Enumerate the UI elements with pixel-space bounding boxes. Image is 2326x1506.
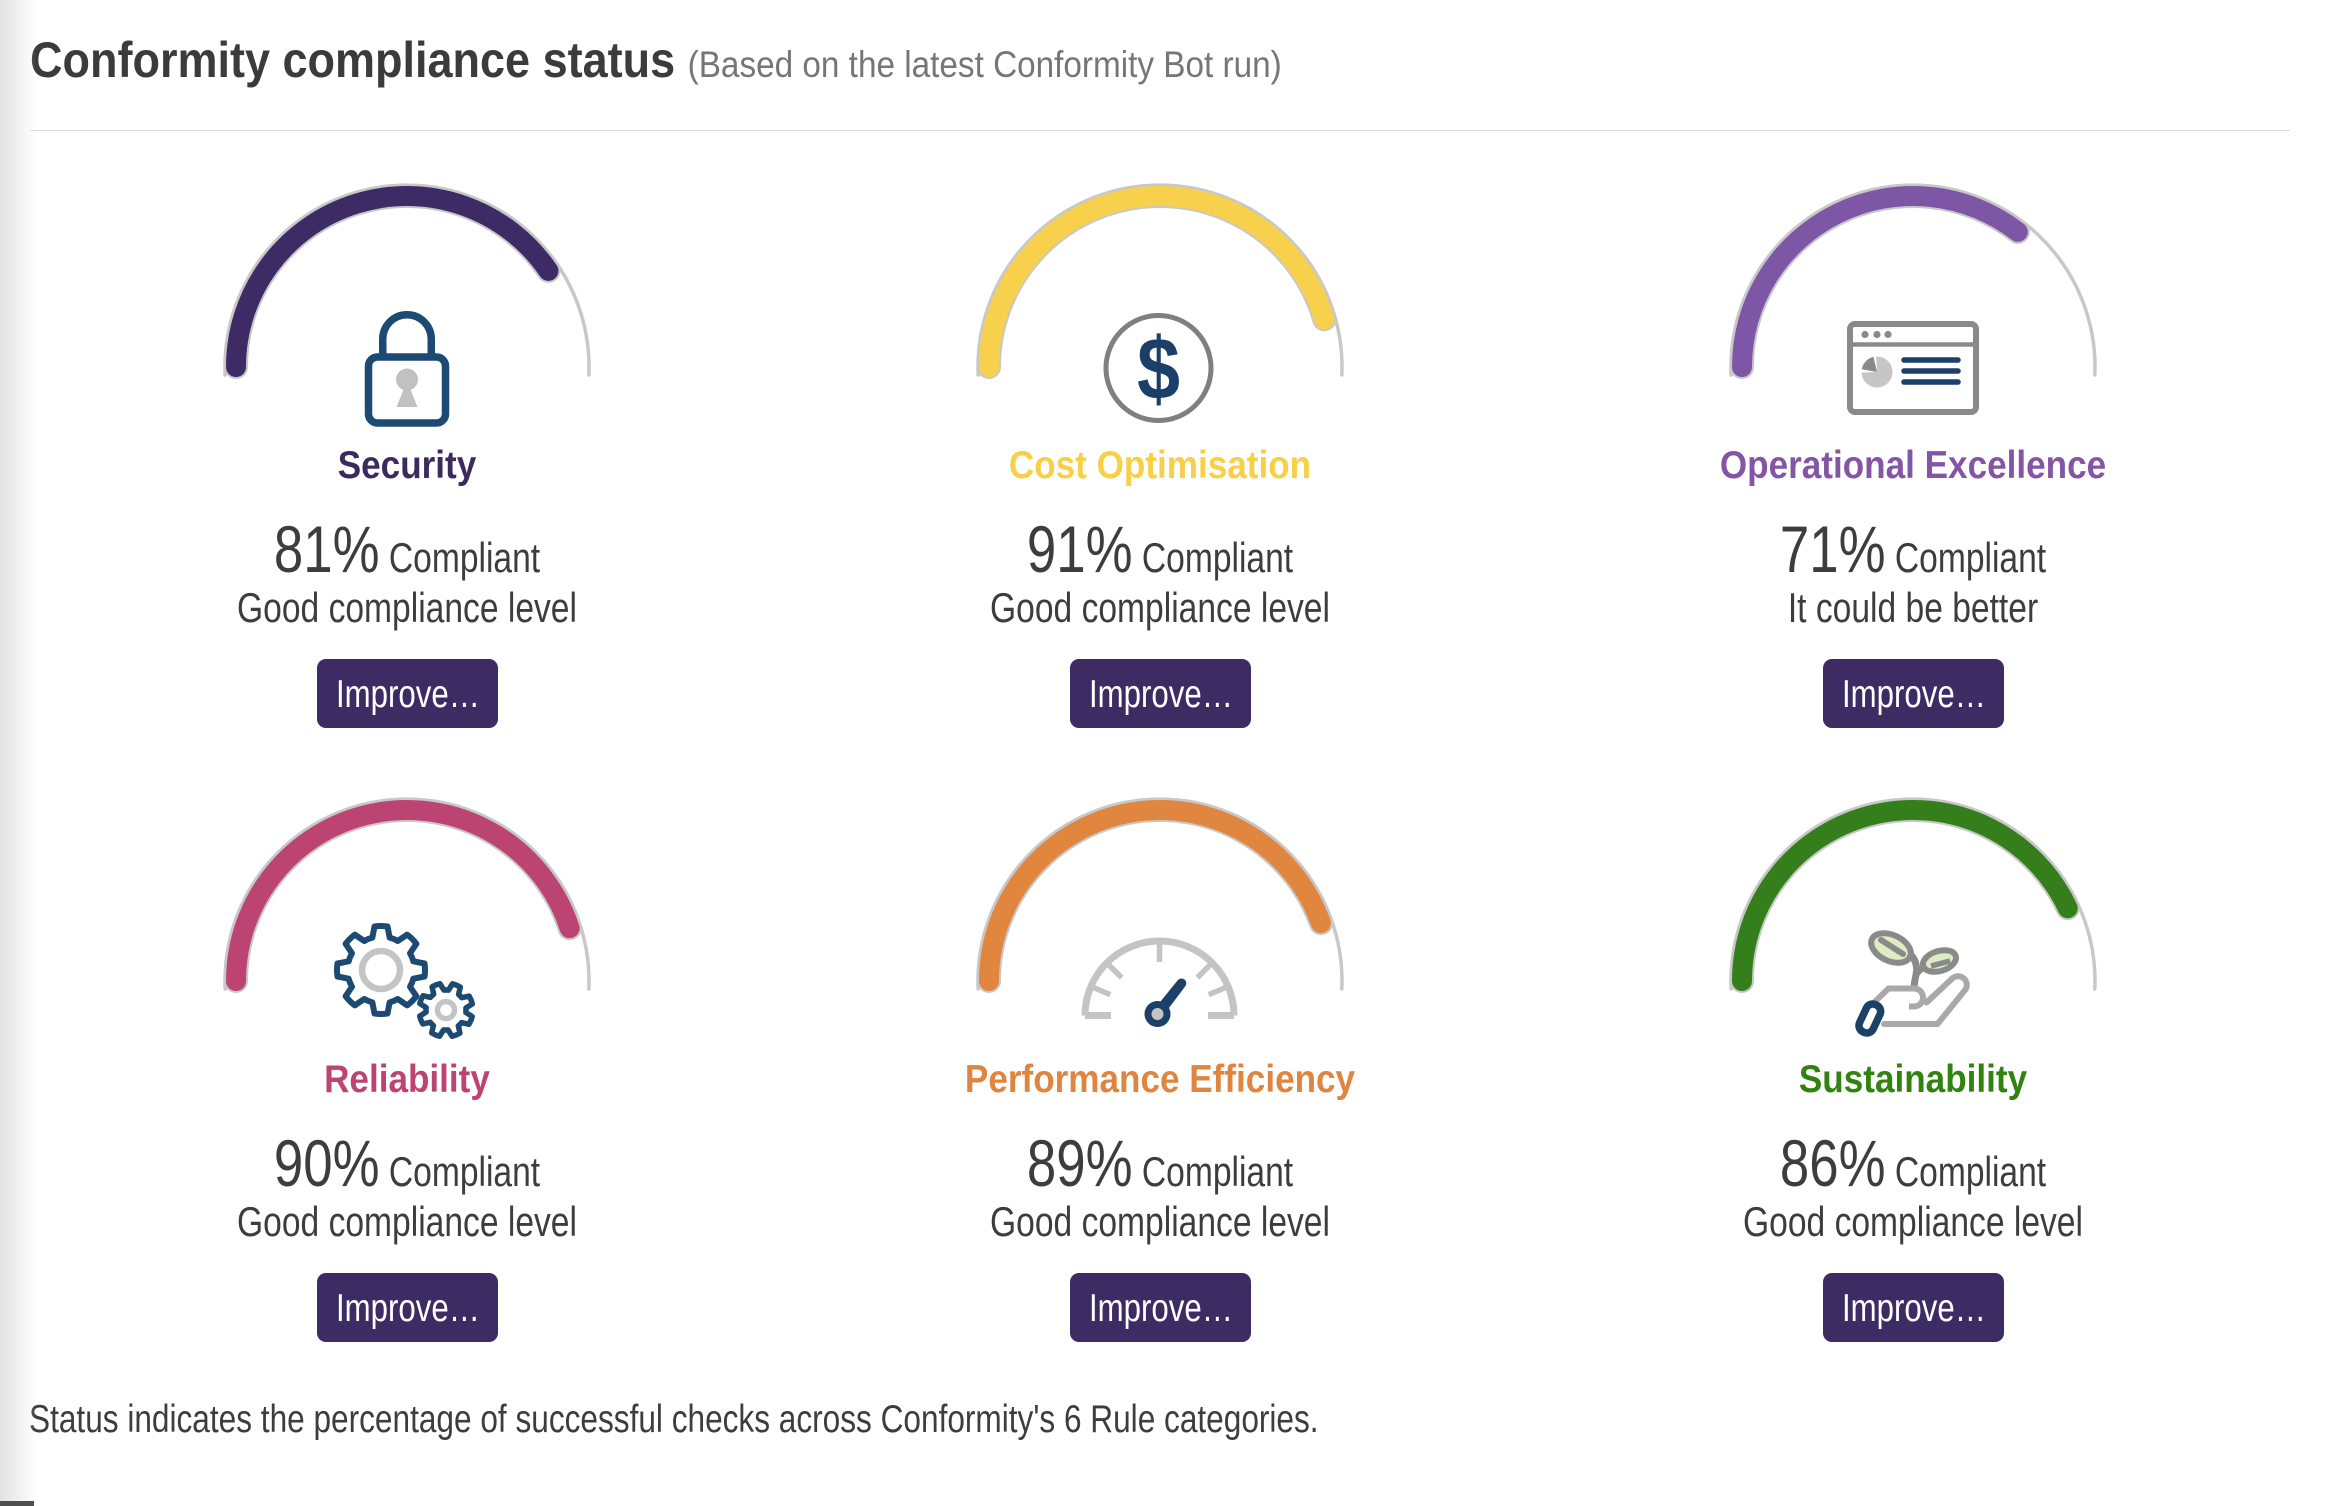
svg-text:$: $: [1137, 319, 1180, 418]
